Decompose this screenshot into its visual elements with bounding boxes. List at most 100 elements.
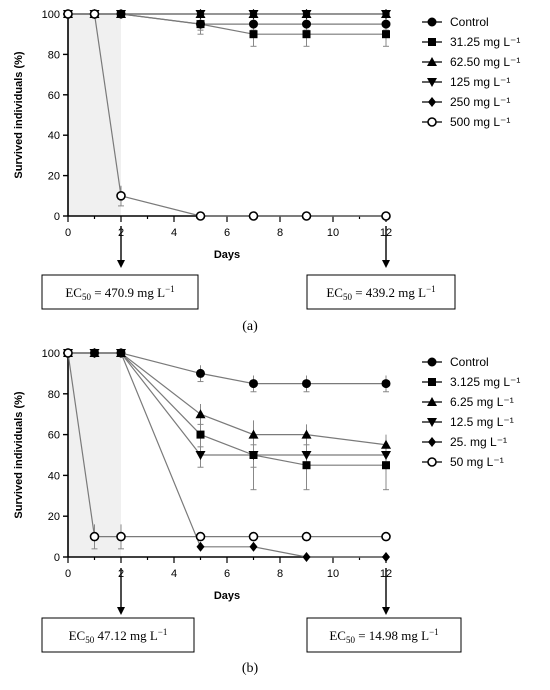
legend-marker: [427, 78, 437, 87]
legend-marker: [427, 357, 437, 367]
y-tick-label: 20: [48, 171, 60, 183]
data-point: [382, 461, 390, 470]
arrow-head: [117, 607, 125, 615]
x-tick-label: 10: [327, 568, 339, 580]
legend-label: 31.25 mg L⁻¹: [450, 35, 520, 49]
legend-marker: [428, 38, 436, 46]
y-tick-label: 40: [48, 470, 60, 482]
legend-marker: [427, 397, 437, 406]
legend-marker: [427, 457, 437, 467]
ec50-box: [41, 274, 199, 310]
data-point: [195, 531, 206, 542]
data-point: [301, 211, 312, 221]
data-point: [196, 368, 205, 378]
y-axis-title: Survived individuals (%): [13, 391, 25, 518]
data-point: [63, 9, 73, 19]
arrow-head: [382, 260, 390, 268]
x-tick-label: 0: [65, 227, 71, 239]
data-point: [249, 9, 258, 19]
y-tick-label: 0: [54, 211, 60, 223]
x-tick-label: 0: [65, 568, 71, 580]
data-point: [195, 409, 206, 419]
legend-label: 250 mg L⁻¹: [450, 95, 510, 109]
data-point: [381, 211, 391, 221]
data-point: [249, 541, 258, 552]
legend-label: 25. mg L⁻¹: [450, 435, 507, 449]
chart-panel-a: 020406080100024681012Survived individual…: [13, 9, 520, 334]
ec50-box: [306, 274, 456, 310]
data-point: [196, 430, 205, 439]
data-point: [382, 552, 390, 562]
data-point: [248, 531, 259, 542]
data-point: [116, 531, 126, 542]
data-point: [63, 348, 73, 358]
arrow-head: [117, 260, 125, 268]
data-point: [381, 451, 391, 460]
legend-label: Control: [450, 355, 489, 369]
data-point: [381, 19, 391, 29]
data-point: [302, 461, 311, 470]
y-tick-label: 80: [48, 389, 60, 401]
y-tick-label: 100: [42, 348, 60, 360]
data-point: [196, 20, 205, 29]
data-point: [301, 531, 312, 542]
data-point: [195, 451, 206, 460]
ec50-label: EC50 = 439.2 mg L−1: [326, 284, 435, 302]
data-point: [196, 541, 205, 552]
data-point: [302, 19, 311, 29]
legend-label: 12.5 mg L⁻¹: [450, 415, 514, 429]
legend-marker: [428, 378, 436, 386]
x-tick-label: 6: [224, 227, 230, 239]
legend-marker: [428, 437, 436, 447]
data-point: [301, 451, 312, 460]
ec50-label: EC50 = 470.9 mg L−1: [65, 284, 174, 302]
data-point: [382, 9, 390, 19]
x-axis-title: Days: [214, 249, 240, 261]
data-point: [248, 451, 259, 460]
data-point: [116, 191, 126, 201]
data-point: [301, 429, 312, 439]
data-point: [248, 429, 259, 439]
y-tick-label: 20: [48, 511, 60, 523]
data-point: [117, 348, 125, 358]
data-point: [117, 9, 125, 19]
data-point: [90, 348, 99, 358]
ec50-label: EC50 = 14.98 mg L−1: [329, 627, 438, 645]
data-point: [195, 211, 206, 221]
legend-label: 500 mg L⁻¹: [450, 115, 510, 129]
data-point: [381, 439, 391, 449]
data-point: [89, 531, 100, 542]
x-tick-label: 10: [327, 227, 339, 239]
panel-label: (a): [242, 319, 258, 334]
y-tick-label: 40: [48, 130, 60, 142]
data-point: [89, 9, 100, 19]
legend-label: 62.50 mg L⁻¹: [450, 55, 520, 69]
legend-marker: [427, 418, 437, 427]
data-point: [248, 211, 259, 221]
y-axis-title: Survived individuals (%): [13, 51, 25, 178]
chart-panel-b: 020406080100024681012Survived individual…: [13, 348, 520, 676]
ec50-label: EC50 47.12 mg L−1: [69, 627, 168, 645]
ec50-box: [306, 617, 462, 653]
data-point: [302, 30, 311, 39]
data-point: [302, 379, 311, 389]
y-tick-label: 0: [54, 552, 60, 564]
panel-label: (b): [242, 661, 259, 676]
y-tick-label: 60: [48, 430, 60, 442]
x-tick-label: 4: [171, 227, 177, 239]
data-point: [381, 531, 391, 542]
data-point: [382, 30, 390, 39]
data-point: [302, 9, 311, 19]
legend-label: 6.25 mg L⁻¹: [450, 395, 514, 409]
legend-label: 3.125 mg L⁻¹: [450, 375, 520, 389]
shaded-region: [68, 353, 121, 557]
data-point: [302, 552, 311, 562]
y-tick-label: 60: [48, 90, 60, 102]
data-point: [381, 379, 391, 389]
legend-marker: [427, 57, 437, 66]
x-axis-title: Days: [214, 590, 240, 602]
x-tick-label: 4: [171, 568, 177, 580]
x-tick-label: 8: [277, 227, 283, 239]
arrow-head: [382, 607, 390, 615]
